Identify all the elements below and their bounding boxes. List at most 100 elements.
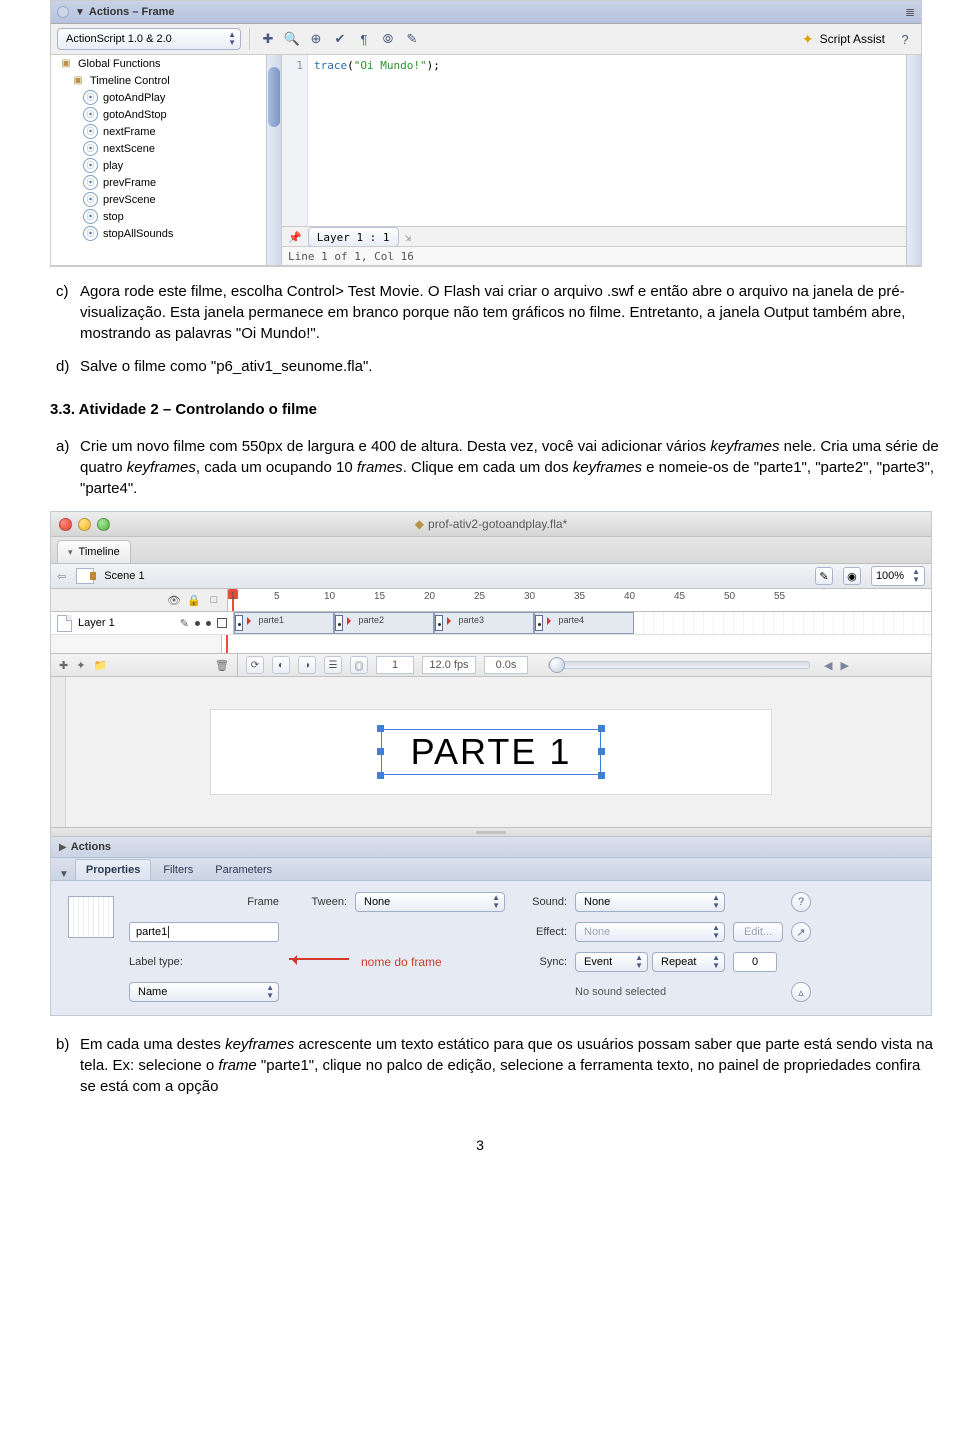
keyframe-span[interactable]: parte4 bbox=[534, 612, 634, 634]
actionscript-version-dropdown[interactable]: ActionScript 1.0 & 2.0 ▲▼ bbox=[57, 28, 241, 50]
scroll-right-icon[interactable]: ▶ bbox=[840, 659, 848, 672]
keyframe-label: parte3 bbox=[447, 615, 484, 625]
debug-options-icon[interactable]: ✎ bbox=[402, 29, 422, 49]
sound-dropdown[interactable]: None▲▼ bbox=[575, 892, 725, 912]
panel-menu-icon[interactable]: ≣ bbox=[905, 5, 915, 19]
tree-item-label: Global Functions bbox=[78, 58, 161, 70]
edit-effect-button: Edit... bbox=[733, 922, 783, 942]
tree-item[interactable]: ⦿prevFrame bbox=[51, 174, 281, 191]
tree-item[interactable]: ▣Timeline Control bbox=[51, 72, 281, 89]
stage-canvas[interactable]: PARTE 1 bbox=[210, 709, 772, 795]
expand-triangle-icon: ▶ bbox=[59, 842, 67, 853]
prop-disclosure-icon[interactable]: ▼ bbox=[59, 869, 69, 880]
actions-collapsed-bar[interactable]: ▶ Actions bbox=[51, 837, 931, 858]
tree-item-label: stopAllSounds bbox=[103, 228, 173, 240]
code-line: trace("Oi Mundo!"); bbox=[282, 55, 921, 72]
back-arrow-icon[interactable]: ⇦ bbox=[57, 570, 66, 583]
find-icon[interactable]: 🔍 bbox=[282, 29, 302, 49]
scene-name[interactable]: Scene 1 bbox=[104, 570, 144, 582]
edit-symbols-icon[interactable]: ◉ bbox=[843, 567, 861, 585]
pinned-script-tab[interactable]: Layer 1 : 1 bbox=[308, 227, 399, 247]
tab-properties[interactable]: Properties bbox=[75, 859, 151, 880]
add-snippet-icon[interactable]: ✚ bbox=[258, 29, 278, 49]
tree-item[interactable]: ⦿nextFrame bbox=[51, 123, 281, 140]
paragraph-c: c)Agora rode este filme, escolha Control… bbox=[80, 281, 940, 344]
help-icon[interactable]: ? bbox=[791, 892, 811, 912]
pencil-icon: ✎ bbox=[180, 617, 189, 630]
stage-area[interactable]: PARTE 1 bbox=[51, 677, 931, 828]
code-editor[interactable]: 1 trace("Oi Mundo!"); 📌 Layer 1 : 1 ⇲ Li… bbox=[282, 55, 921, 265]
timeline-footer: ✚ ✦ 📁 🗑 ⟳ ◐ ◑ ☰ 〘〙 1 12.0 fps 0.0s ◀ ▶ bbox=[51, 654, 931, 677]
labeltype-dropdown[interactable]: Name▲▼ bbox=[129, 982, 279, 1002]
keyframe-marker-icon bbox=[535, 615, 543, 631]
tab-filters[interactable]: Filters bbox=[153, 860, 203, 880]
tree-item-label: stop bbox=[103, 211, 124, 223]
tab-close-icon: ▾ bbox=[68, 547, 73, 558]
script-assist-button[interactable]: ✦ Script Assist bbox=[802, 31, 885, 48]
actions-panel: ▼ Actions – Frame ≣ ActionScript 1.0 & 2… bbox=[50, 0, 922, 267]
zoom-dropdown[interactable]: 100%▲▼ bbox=[871, 566, 925, 586]
keyframe-span[interactable]: parte1 bbox=[234, 612, 334, 634]
expand-prop-icon[interactable]: ↗ bbox=[791, 922, 811, 942]
tab-parameters[interactable]: Parameters bbox=[205, 860, 282, 880]
keyframe-span[interactable]: parte2 bbox=[334, 612, 434, 634]
center-frame-icon[interactable]: ⟳ bbox=[246, 656, 264, 674]
tree-item[interactable]: ⦿stop bbox=[51, 208, 281, 225]
delete-layer-icon[interactable]: 🗑 bbox=[215, 659, 229, 672]
target-path-icon[interactable]: ⊕ bbox=[306, 29, 326, 49]
layer-name[interactable]: Layer 1 bbox=[78, 617, 115, 629]
repeat-dropdown[interactable]: Repeat▲▼ bbox=[652, 952, 725, 972]
keyframe-span[interactable]: parte3 bbox=[434, 612, 534, 634]
code-hint-icon[interactable]: ⦾ bbox=[378, 29, 398, 49]
onion-skin-icon[interactable]: ◐ bbox=[272, 656, 290, 674]
add-layer-icon[interactable]: ✚ bbox=[59, 659, 68, 672]
outline-box-icon[interactable] bbox=[217, 618, 227, 628]
tree-item[interactable]: ▣ Global Functions bbox=[51, 55, 281, 72]
lock-icon[interactable]: 🔒 bbox=[187, 594, 201, 607]
edit-scene-icon[interactable]: ✎ bbox=[815, 567, 833, 585]
current-frame: 1 bbox=[376, 656, 414, 674]
properties-tabbar: ▼ Properties Filters Parameters bbox=[51, 858, 931, 881]
tree-scrollbar[interactable] bbox=[266, 55, 281, 265]
edit-frames-icon[interactable]: ☰ bbox=[324, 656, 342, 674]
sync-dropdown[interactable]: Event▲▼ bbox=[575, 952, 648, 972]
panel-gripper[interactable] bbox=[51, 828, 931, 837]
timeline-tab[interactable]: ▾ Timeline bbox=[57, 540, 131, 563]
tree-item[interactable]: ⦿gotoAndPlay bbox=[51, 89, 281, 106]
keyframe-marker-icon bbox=[235, 615, 243, 631]
tree-item[interactable]: ⦿prevScene bbox=[51, 191, 281, 208]
add-guide-icon[interactable]: ✦ bbox=[76, 659, 85, 672]
book-icon: ▣ bbox=[59, 57, 73, 71]
unpin-icon[interactable]: ⇲ bbox=[405, 231, 412, 244]
tree-item[interactable]: ⦿gotoAndStop bbox=[51, 106, 281, 123]
selected-text-object[interactable]: PARTE 1 bbox=[381, 729, 602, 775]
keyframe-marker-icon bbox=[435, 615, 443, 631]
timeline-scrollbar[interactable] bbox=[548, 661, 810, 669]
actions-collapsed-label: Actions bbox=[71, 841, 111, 853]
tree-item[interactable]: ⦿stopAllSounds bbox=[51, 225, 281, 242]
actions-tree[interactable]: ▣Global Functions▣Timeline Control⦿gotoA… bbox=[51, 55, 282, 265]
check-syntax-icon[interactable]: ✔ bbox=[330, 29, 350, 49]
eye-icon[interactable]: 👁 bbox=[167, 594, 181, 607]
auto-format-icon[interactable]: ¶ bbox=[354, 29, 374, 49]
repeat-count-input[interactable]: 0 bbox=[733, 952, 777, 972]
lock-dot-icon[interactable] bbox=[206, 621, 211, 626]
disclosure-triangle-icon[interactable]: ▼ bbox=[75, 7, 85, 18]
scroll-left-icon[interactable]: ◀ bbox=[824, 659, 832, 672]
collapse-prop-icon[interactable]: ▵ bbox=[791, 982, 811, 1002]
add-folder-icon[interactable]: 📁 bbox=[93, 659, 107, 672]
help-icon[interactable]: ? bbox=[895, 29, 915, 49]
tree-item[interactable]: ⦿play bbox=[51, 157, 281, 174]
method-icon: ⦿ bbox=[83, 175, 98, 190]
tree-item[interactable]: ⦿nextScene bbox=[51, 140, 281, 157]
onion-outline-icon[interactable]: ◑ bbox=[298, 656, 316, 674]
outline-icon[interactable]: □ bbox=[207, 594, 221, 606]
frame-name-input[interactable]: parte1 bbox=[129, 922, 279, 942]
tween-dropdown[interactable]: None▲▼ bbox=[355, 892, 505, 912]
flag-icon bbox=[347, 617, 355, 625]
layer-row[interactable]: Layer 1 ✎ parte1 parte2 parte3 parte4 bbox=[51, 612, 931, 635]
pin-icon[interactable]: 📌 bbox=[288, 231, 302, 244]
visibility-dot-icon[interactable] bbox=[195, 621, 200, 626]
onion-markers-icon[interactable]: 〘〙 bbox=[350, 656, 368, 674]
code-scrollbar[interactable] bbox=[906, 55, 921, 265]
